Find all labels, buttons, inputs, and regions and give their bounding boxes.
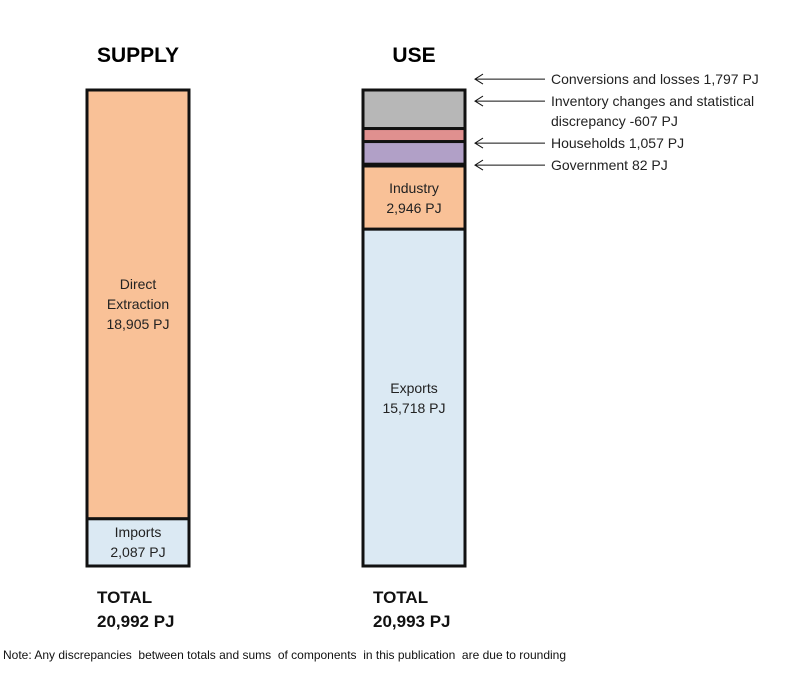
segment-value: 18,905 PJ xyxy=(106,316,170,333)
segment-value: 2,946 PJ xyxy=(386,199,442,216)
segment-name: Imports xyxy=(114,524,162,541)
callout-label: Government 82 PJ xyxy=(551,155,791,175)
bar-title: USE xyxy=(392,44,436,67)
segment-label: Direct Extraction 18,905 PJ xyxy=(91,274,185,334)
bar-segment xyxy=(361,88,467,131)
segment-label: Industry 2,946 PJ xyxy=(367,178,461,218)
total: TOTAL 20,992 PJ xyxy=(97,586,175,634)
callout-arrow xyxy=(474,95,545,107)
total-value: 20,992 PJ xyxy=(97,612,175,631)
segment-name: Government xyxy=(551,157,629,174)
note: Note: Any discrepancies between totals a… xyxy=(3,648,567,662)
callout-label: Inventory changes and statistical discre… xyxy=(551,91,791,131)
segment-value: 15,718 PJ xyxy=(382,399,446,416)
segment-value: 1,057 PJ xyxy=(628,135,685,152)
segment-value: 1,797 PJ xyxy=(703,71,759,88)
bar-segment xyxy=(85,517,191,568)
bar-title: SUPPLY xyxy=(96,44,180,67)
segment-value: 82 PJ xyxy=(631,157,668,174)
segment-label: Exports 15,718 PJ xyxy=(367,378,461,418)
segment-value: 2,087 PJ xyxy=(110,544,166,561)
callout-label: Households 1,057 PJ xyxy=(551,133,791,153)
bar-segment xyxy=(85,88,191,521)
callout-arrow xyxy=(474,73,545,85)
total-label: TOTAL xyxy=(97,588,153,607)
total-value: 20,993 PJ xyxy=(373,612,451,631)
segment-label: Imports 2,087 PJ xyxy=(91,522,185,562)
segment-value: -607 PJ xyxy=(629,113,678,130)
callout-label: Conversions and losses 1,797 PJ xyxy=(551,69,791,89)
segment-name: Households xyxy=(551,135,625,152)
segment-name: Inventory changes and statistical discre… xyxy=(551,93,755,130)
segment-name: Industry xyxy=(389,179,439,196)
total-label: TOTAL xyxy=(373,588,429,607)
callout-arrow xyxy=(474,159,545,171)
segment-name: Direct Extraction xyxy=(106,276,170,313)
segment-name: Exports xyxy=(390,379,438,396)
bar-segment xyxy=(361,164,467,231)
callout-arrow xyxy=(474,137,545,149)
bar-segment xyxy=(361,140,467,166)
segment-name: Conversions and losses xyxy=(551,71,700,88)
bar-segment xyxy=(361,127,467,144)
total: TOTAL 20,993 PJ xyxy=(373,586,451,634)
